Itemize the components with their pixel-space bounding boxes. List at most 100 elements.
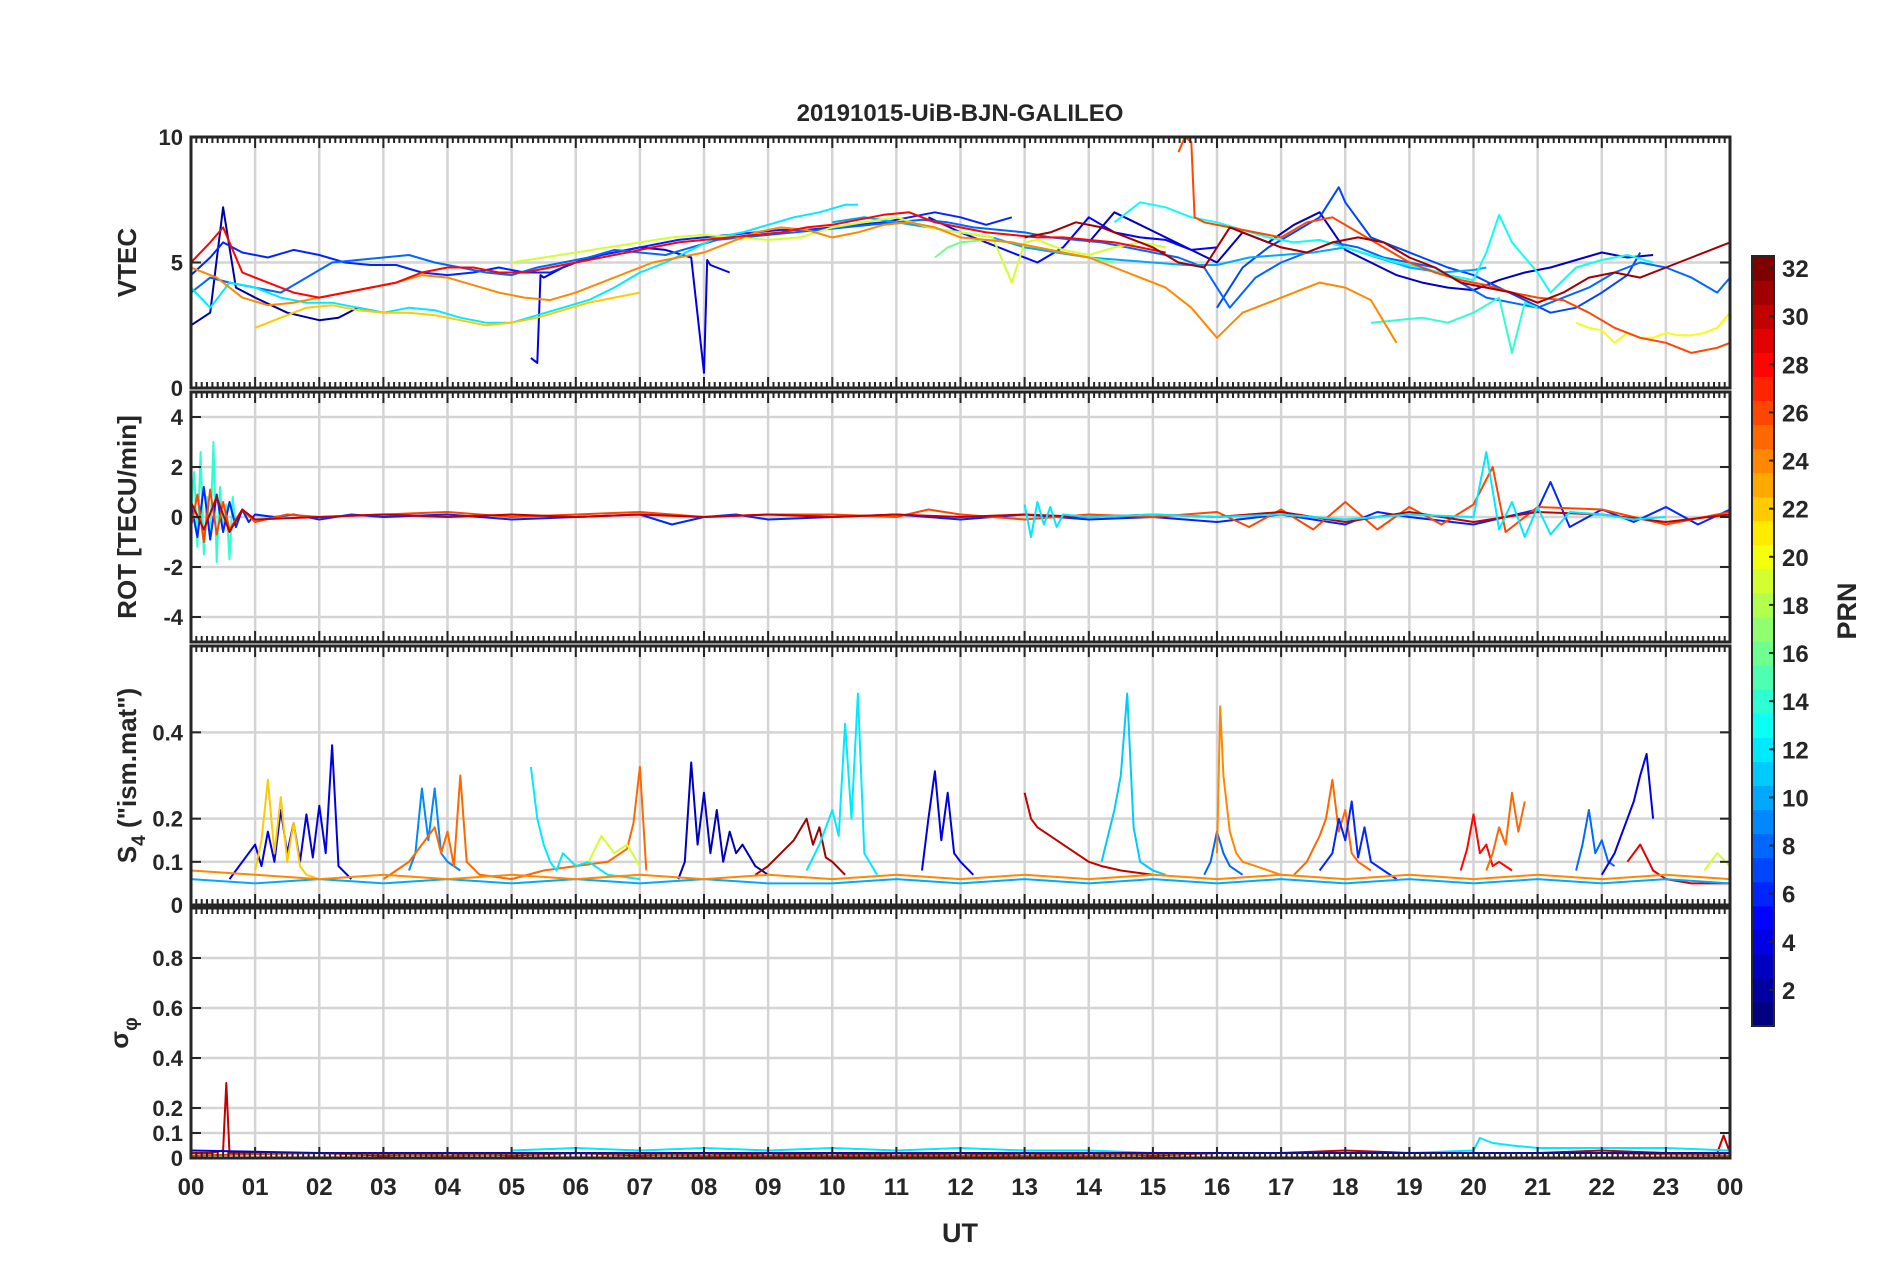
colorbar-tick-label: 28 [1782,352,1809,379]
y-tick-label: 0 [171,893,183,918]
colorbar-swatch [1752,448,1774,474]
x-tick-label: 06 [562,1174,589,1201]
series-line-prn-19 [587,834,641,867]
colorbar-swatch [1752,809,1774,835]
colorbar-swatch [1752,304,1774,329]
colorbar-tick-label: 4 [1782,930,1796,957]
x-tick-label: 21 [1524,1174,1551,1201]
colorbar-swatch [1752,592,1774,618]
y-axis-label: S4 ("ism.mat") [112,688,150,863]
x-tick-label: 08 [691,1174,718,1201]
x-tick-label: 00 [1717,1174,1744,1201]
colorbar-tick-label: 2 [1782,978,1795,1005]
colorbar-swatch [1752,328,1774,353]
colorbar-swatch [1752,857,1774,883]
colorbar-tick-label: 32 [1782,256,1809,283]
colorbar-swatch [1752,737,1774,762]
x-tick-marks [195,908,1726,1158]
series-line-prn-9 [408,787,461,872]
x-tick-label: 10 [819,1174,846,1201]
x-tick-label: 19 [1396,1174,1423,1201]
colorbar-swatch [1752,544,1774,570]
x-tick-label: 03 [370,1174,397,1201]
y-axis-label: ROT [TECU/min] [112,415,142,619]
x-tick-label: 20 [1460,1174,1487,1201]
x-tick-label: 18 [1332,1174,1359,1201]
series-line-prn-31 [1024,221,1730,304]
y-tick-label: 0.8 [152,946,183,971]
colorbar-tick-label: 24 [1782,449,1809,476]
series-line-prn-8 [191,218,1730,309]
colorbar-swatch [1752,977,1774,1003]
colorbar-swatch [1752,905,1774,931]
colorbar-swatch [1752,400,1774,426]
y-tick-label: 0.6 [152,996,183,1021]
x-tick-label: 05 [498,1174,525,1201]
x-tick-label: 23 [1653,1174,1680,1201]
series-group [191,441,1730,563]
y-axis-label: VTEC [112,228,142,298]
y-tick-label: -4 [163,605,183,630]
x-tick-label: 09 [755,1174,782,1201]
series-line-prn-26 [1177,137,1730,354]
y-tick-label: 0 [171,376,183,401]
series-line-prn-24 [1216,705,1282,876]
colorbar-tick-label: 16 [1782,641,1809,668]
x-tick-marks [195,392,1726,642]
series-line-prn-4 [1600,752,1655,876]
series-line-prn-11 [1100,692,1167,876]
series-line-prn-25 [382,765,648,881]
y-tick-label: 0.1 [152,1121,183,1146]
panel-4: 00.10.2 0.4 0.6 0.8 σφ [104,906,1732,1171]
colorbar-tick-label: 26 [1782,400,1809,427]
chart-title: 20191015-UiB-BJN-GALILEO [797,100,1124,127]
series-group [191,692,1730,885]
series-line-prn-20 [1575,312,1730,344]
colorbar-swatch [1752,713,1774,738]
colorbar-swatch [1752,953,1774,979]
colorbar-tick-label: 6 [1782,882,1795,909]
panel-1: 0 5 10 VTEC [112,125,1732,401]
series-line-prn-19 [511,216,1166,284]
series-group [191,137,1730,374]
colorbar-tick-label: 12 [1782,737,1809,764]
colorbar-swatch [1752,785,1774,811]
x-tick-label: 04 [434,1174,461,1201]
colorbar-tick-label: 18 [1782,593,1809,620]
series-line-prn-24 [191,869,1730,881]
series-line-prn-8 [1575,809,1616,871]
y-tick-label: 0.1 [152,850,183,875]
y-tick-label: 0.4 [152,720,183,745]
colorbar-frame [1751,255,1775,1027]
colorbar-swatch [1752,641,1774,666]
colorbar-tick-label: 22 [1782,497,1809,524]
panel-2: -4 -2 0 2 4 ROT [TECU/min] [112,390,1732,644]
series-line-prn-14 [1370,296,1538,354]
x-tick-marks [195,137,1726,388]
colorbar-swatch [1752,929,1774,955]
x-tick-label: 12 [947,1174,974,1201]
colorbar-swatch [1752,881,1774,907]
y-tick-label: 4 [171,405,184,430]
colorbar-swatch [1752,352,1774,377]
y-axis-label: σφ [104,1017,142,1048]
x-tick-label: 16 [1204,1174,1231,1201]
x-tick-marks [195,646,1726,905]
y-tick-label: 0.4 [152,1046,183,1071]
colorbar-tick-label: 14 [1782,689,1809,716]
x-tick-label: 22 [1588,1174,1615,1201]
colorbar-swatch [1752,1001,1774,1027]
colorbar-label: PRN [1832,582,1862,639]
x-tick-label: 01 [242,1174,269,1201]
series-line-prn-7 [1216,186,1642,314]
series-line-prn-8 [1203,830,1244,876]
y-tick-label: 2 [171,455,183,480]
colorbar-swatch [1752,520,1774,546]
series-line-prn-30 [1023,792,1154,876]
series-line-prn-25 [1485,791,1526,871]
colorbar-swatch [1752,568,1774,594]
x-tick-label: 15 [1140,1174,1167,1201]
